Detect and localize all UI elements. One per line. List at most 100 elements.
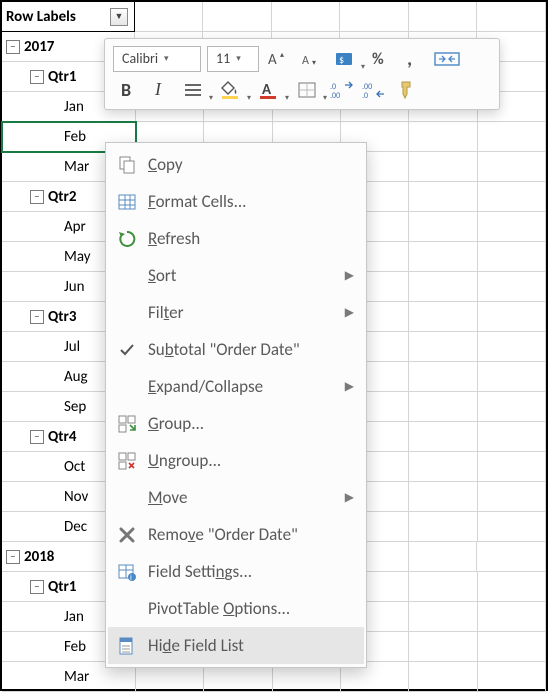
grid-cell[interactable] [478,332,546,362]
ctx-expand-collapse[interactable]: Expand/Collapse ▶ [108,368,364,405]
grid-cell[interactable] [409,662,477,692]
month-label: Jan [64,608,84,626]
ctx-field-settings[interactable]: i Field Settings... [108,553,364,590]
grid-cell[interactable] [478,392,546,422]
decrease-decimal-icon[interactable]: .00.0 [361,77,387,103]
accounting-format-icon[interactable]: $ [329,46,361,72]
ctx-hide-field-list[interactable]: Hide Field List [108,627,364,664]
ctx-format-cells[interactable]: Format Cells... [108,183,364,220]
grid-cell[interactable] [135,2,204,32]
grid-cell[interactable] [409,482,477,512]
grid-cell[interactable] [478,482,546,512]
ctx-ungroup-label: Ungroup... [148,450,354,471]
percent-icon[interactable]: % [367,46,393,72]
ctx-expand-label: Expand/Collapse [148,376,345,397]
month-label: Aug [64,368,88,386]
quarter-label: Qtr1 [48,68,76,86]
align-icon[interactable] [177,77,209,103]
italic-icon[interactable]: I [145,77,171,103]
ctx-copy[interactable]: Copy [108,146,364,183]
ctx-pivot-options[interactable]: PivotTable Options... [108,590,364,627]
year-label: 2017 [24,38,54,56]
bold-icon[interactable]: B [113,77,139,103]
fill-color-icon[interactable] [215,77,247,103]
grid-cell[interactable] [203,2,272,32]
ctx-refresh[interactable]: Refresh [108,220,364,257]
collapse-icon[interactable]: − [30,580,44,594]
refresh-icon [114,226,140,252]
ctx-remove[interactable]: Remove "Order Date" [108,516,364,553]
increase-font-icon[interactable]: A▴ [265,46,291,72]
copy-icon [114,152,140,178]
grid-cell[interactable] [409,452,477,482]
grid-cell[interactable] [478,572,546,602]
grid-cell[interactable] [478,272,546,302]
ctx-group[interactable]: Group... [108,405,364,442]
group-icon [114,411,140,437]
grid-cell[interactable] [478,362,546,392]
collapse-icon[interactable]: − [30,70,44,84]
grid-cell[interactable] [409,602,477,632]
grid-cell[interactable] [478,122,546,152]
grid-cell[interactable] [409,332,477,362]
grid-cell[interactable] [409,242,477,272]
grid-cell[interactable] [478,632,546,662]
grid-cell[interactable] [340,2,409,32]
font-name-combo[interactable]: Calibri▾ [113,46,201,72]
grid-cell[interactable] [409,2,478,32]
grid-cell[interactable] [409,392,477,422]
grid-cell[interactable] [409,422,477,452]
month-label: Jul [64,338,80,356]
svg-text:▴: ▴ [280,50,284,60]
grid-cell[interactable] [409,362,477,392]
collapse-icon[interactable]: − [30,190,44,204]
grid-cell[interactable] [409,122,477,152]
bold-label: B [121,79,131,101]
grid-cell[interactable] [478,302,546,332]
grid-cell[interactable] [409,272,477,302]
submenu-arrow-icon: ▶ [345,268,354,283]
submenu-arrow-icon: ▶ [345,379,354,394]
ctx-ungroup[interactable]: Ungroup... [108,442,364,479]
ctx-sort[interactable]: Sort ▶ [108,257,364,294]
grid-cell[interactable] [478,242,546,272]
increase-decimal-icon[interactable]: .0.00 [329,77,355,103]
grid-cell[interactable] [409,572,477,602]
font-size-combo[interactable]: 11▾ [207,46,259,72]
merge-center-icon[interactable] [431,46,463,72]
collapse-icon[interactable]: − [6,550,20,564]
ctx-subtotal[interactable]: Subtotal "Order Date" [108,331,364,368]
collapse-icon[interactable]: − [30,430,44,444]
collapse-icon[interactable]: − [6,40,20,54]
grid-cell[interactable] [478,452,546,482]
row-labels-header[interactable]: Row Labels ▼ [2,2,135,32]
grid-cell[interactable] [478,152,546,182]
grid-cell[interactable] [409,542,478,572]
svg-text:$: $ [339,53,344,66]
grid-cell[interactable] [477,2,546,32]
quarter-label: Qtr3 [48,308,76,326]
collapse-icon[interactable]: − [30,310,44,324]
grid-cell[interactable] [409,182,477,212]
grid-cell[interactable] [409,512,477,542]
ctx-filter[interactable]: Filter ▶ [108,294,364,331]
borders-icon[interactable] [291,77,323,103]
grid-cell[interactable] [272,2,341,32]
font-color-icon[interactable]: A [253,77,285,103]
grid-cell[interactable] [478,512,546,542]
grid-cell[interactable] [409,152,477,182]
filter-dropdown-icon[interactable]: ▼ [110,8,128,26]
grid-cell[interactable] [409,212,477,242]
grid-cell[interactable] [477,542,546,572]
format-painter-icon[interactable] [393,77,419,103]
ctx-move[interactable]: Move ▶ [108,479,364,516]
grid-cell[interactable] [478,602,546,632]
grid-cell[interactable] [478,422,546,452]
decrease-font-icon[interactable]: A▾ [297,46,323,72]
grid-cell[interactable] [409,302,477,332]
grid-cell[interactable] [478,212,546,242]
comma-icon[interactable]: , [399,46,425,72]
grid-cell[interactable] [409,632,477,662]
grid-cell[interactable] [478,182,546,212]
grid-cell[interactable] [478,662,546,692]
